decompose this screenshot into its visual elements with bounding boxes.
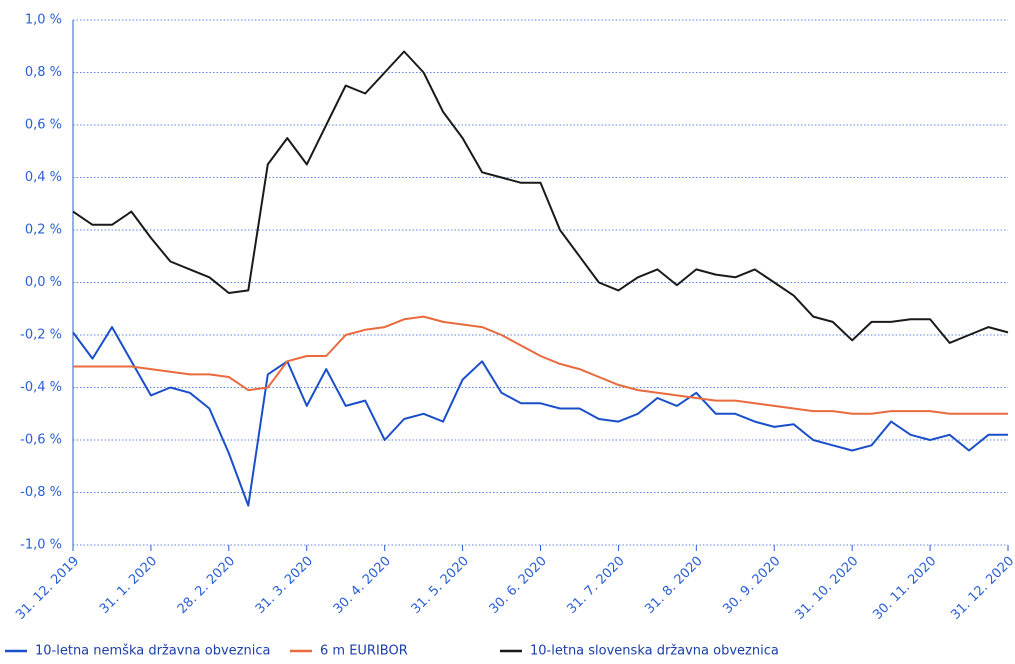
line (73, 315, 1008, 415)
x-tick-label: 31. 10. 2020 (792, 554, 861, 623)
x-tick-label: 30. 6. 2020 (487, 554, 550, 617)
y-tick-label: -0,4 % (20, 380, 62, 395)
y-tick-label: -0,8 % (20, 485, 62, 500)
legend-label: 10-letna nemška državna obveznica (35, 644, 270, 659)
x-tick-label: 31. 12. 2020 (948, 554, 1015, 623)
x-tick-label: 31. 7. 2020 (564, 554, 627, 617)
y-tick-label: -0,6 % (20, 433, 62, 448)
legend-label: 6 m EURIBOR (320, 644, 408, 659)
line (72, 326, 1008, 507)
y-tick-label: -0,2 % (20, 328, 62, 343)
x-tick-label: 28. 2. 2020 (175, 554, 238, 617)
y-tick-label: 0,2 % (25, 223, 62, 238)
x-tick-label: 31. 1. 2020 (97, 554, 160, 617)
x-tick-label: 30. 11. 2020 (870, 554, 939, 623)
line (72, 50, 1009, 344)
y-tick-label: 0,4 % (25, 170, 62, 185)
y-tick-label: 1,0 % (25, 13, 62, 28)
y-tick-label: 0,8 % (25, 65, 62, 80)
x-tick-label: 31. 5. 2020 (409, 554, 472, 617)
legend-label: 10-letna slovenska državna obveznica (530, 644, 779, 659)
x-tick-label: 30. 4. 2020 (331, 554, 394, 617)
x-tick-label: 31. 3. 2020 (253, 554, 316, 617)
y-tick-label: -1,0 % (20, 538, 62, 553)
x-tick-label: 31. 8. 2020 (642, 554, 705, 617)
x-tick-label: 31. 12. 2019 (13, 554, 82, 623)
y-tick-label: 0,6 % (25, 118, 62, 133)
y-tick-label: 0,0 % (25, 275, 62, 290)
x-tick-label: 30. 9. 2020 (720, 554, 783, 617)
